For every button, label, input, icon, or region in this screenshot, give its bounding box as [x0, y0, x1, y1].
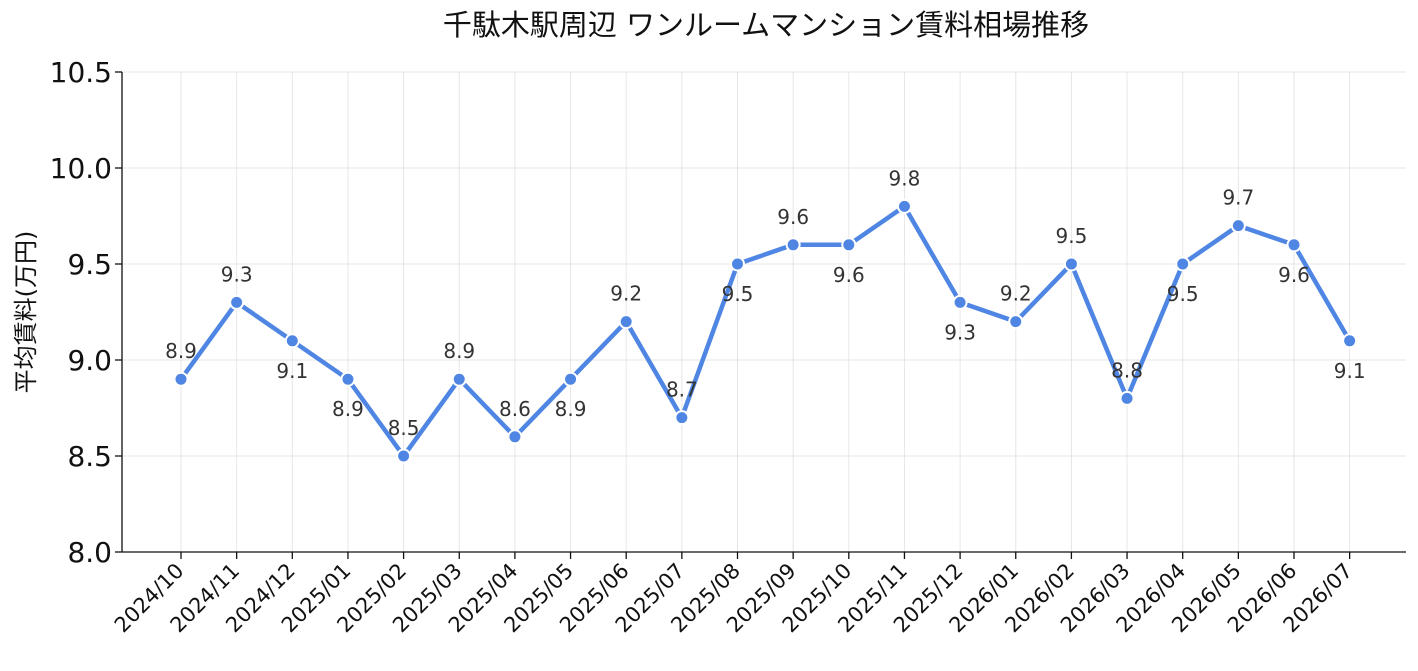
data-label: 9.1: [276, 359, 308, 383]
data-label: 9.5: [1167, 282, 1199, 306]
data-label: 8.9: [443, 339, 475, 363]
data-label: 8.5: [388, 416, 420, 440]
data-point: [284, 333, 300, 349]
data-point: [173, 371, 189, 387]
data-point: [896, 198, 912, 214]
data-label: 9.6: [777, 205, 809, 229]
data-point: [563, 371, 579, 387]
data-point: [1063, 256, 1079, 272]
data-label: 9.7: [1222, 186, 1254, 210]
data-label: 8.9: [555, 397, 587, 421]
data-point: [841, 237, 857, 253]
data-label: 8.8: [1111, 358, 1143, 382]
data-point: [1008, 314, 1024, 330]
series-line: [178, 204, 1352, 459]
data-label: 9.3: [221, 262, 253, 286]
data-label: 9.5: [722, 282, 754, 306]
data-label: 9.5: [1055, 224, 1087, 248]
data-point: [507, 429, 523, 445]
data-label: 9.8: [889, 166, 921, 190]
data-label: 9.6: [1278, 263, 1310, 287]
data-label: 9.1: [1334, 359, 1366, 383]
data-point: [1119, 390, 1135, 406]
y-tick-label: 8.0: [67, 536, 112, 569]
data-label: 8.9: [332, 397, 364, 421]
y-tick-label: 9.0: [67, 344, 112, 377]
data-label: 8.6: [499, 397, 531, 421]
y-tick-label: 9.5: [67, 248, 112, 281]
chart-title: 千駄木駅周辺 ワンルームマンション賃料相場推移: [443, 8, 1089, 42]
series-group: [173, 198, 1358, 464]
data-point: [674, 410, 690, 426]
data-point: [396, 448, 412, 464]
data-point: [340, 371, 356, 387]
y-tick-labels: 8.0 8.5 9.0 9.5 10.0 10.5: [50, 56, 112, 569]
data-point: [1286, 237, 1302, 253]
data-label: 9.2: [1000, 282, 1032, 306]
data-point: [1342, 333, 1358, 349]
data-point: [451, 371, 467, 387]
data-labels: 8.9 9.3 9.1 8.9 8.5 8.9 8.6 8.9 9.2 8.7 9.5 9.6 9.6 9…: [165, 166, 1365, 440]
data-point: [618, 314, 634, 330]
y-tick-label: 8.5: [67, 440, 112, 473]
x-tick-labels: 2024/102024/112024/122025/012025/022025/…: [110, 559, 1357, 638]
data-label: 8.9: [165, 339, 197, 363]
y-axis-label: 平均賃料(万円): [12, 231, 40, 394]
data-point: [730, 256, 745, 272]
data-label: 8.7: [666, 378, 698, 402]
data-label: 9.6: [833, 263, 865, 287]
data-point: [785, 237, 801, 253]
data-point: [952, 294, 968, 310]
axes: [115, 71, 1406, 559]
data-point: [1175, 256, 1191, 272]
grid-lines: [122, 71, 1406, 553]
y-tick-label: 10.0: [50, 152, 112, 185]
data-point: [1230, 218, 1246, 234]
data-label: 9.2: [610, 282, 642, 306]
data-label: 9.3: [944, 320, 976, 344]
data-point: [229, 294, 245, 310]
y-tick-label: 10.5: [50, 56, 112, 89]
